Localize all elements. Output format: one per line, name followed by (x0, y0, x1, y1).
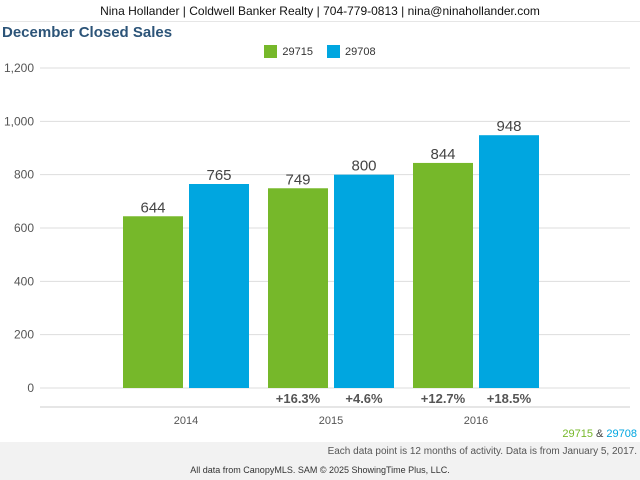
x-tick-label: 2016 (464, 415, 488, 427)
y-tick-label: 1,200 (4, 61, 34, 75)
legend-label-29708: 29708 (345, 45, 376, 58)
data-label: 948 (496, 118, 521, 135)
contact-line: Nina Hollander | Coldwell Banker Realty … (100, 4, 540, 18)
legend-swatch-green (264, 45, 278, 58)
chart-legend: 29715 29708 (0, 45, 640, 58)
bar-29715-2016 (413, 162, 473, 388)
footer-legend-29708: 29708 (606, 428, 637, 440)
pct-change-label: +18.5% (487, 391, 532, 406)
data-note: Each data point is 12 months of activity… (327, 446, 637, 457)
bar-29708-2014 (189, 184, 249, 388)
legend-item-29708[interactable]: 29708 (327, 45, 376, 58)
footer-legend: 29715 & 29708 (562, 428, 637, 440)
data-label: 844 (430, 146, 455, 163)
agent-contact-header: Nina Hollander | Coldwell Banker Realty … (0, 0, 640, 22)
y-tick-label: 600 (14, 221, 34, 235)
pct-change-label: +4.6% (345, 391, 383, 406)
x-tick-label: 2015 (319, 415, 343, 427)
x-tick-label: 2014 (174, 415, 198, 427)
legend-item-29715[interactable]: 29715 (264, 45, 313, 58)
pct-change-label: +16.3% (276, 391, 321, 406)
data-label: 644 (140, 199, 165, 216)
footer-legend-ampersand: & (592, 428, 607, 440)
y-tick-label: 1,000 (4, 114, 34, 128)
data-label: 749 (285, 171, 310, 188)
bar-chart: 0 200 400 600 800 1,000 1,200 644 765 2014 749 +16.… (4, 61, 630, 427)
bar-29715-2015 (268, 188, 328, 388)
y-tick-label: 800 (14, 168, 34, 182)
y-tick-label: 200 (14, 328, 34, 342)
data-source: All data from CanopyMLS. SAM © 2025 Show… (190, 465, 450, 475)
footer-legend-29715: 29715 (562, 428, 593, 440)
bar-29708-2016 (479, 135, 539, 388)
data-label: 800 (351, 158, 376, 175)
y-tick-label: 400 (14, 274, 34, 288)
pct-change-label: +12.7% (421, 391, 466, 406)
y-tick-label: 0 (27, 381, 34, 395)
data-label: 765 (206, 167, 231, 184)
bar-29708-2015 (334, 174, 394, 388)
legend-label-29715: 29715 (282, 45, 313, 58)
bar-29715-2014 (123, 216, 183, 388)
chart-title: December Closed Sales (2, 24, 173, 41)
legend-swatch-blue (327, 45, 340, 58)
